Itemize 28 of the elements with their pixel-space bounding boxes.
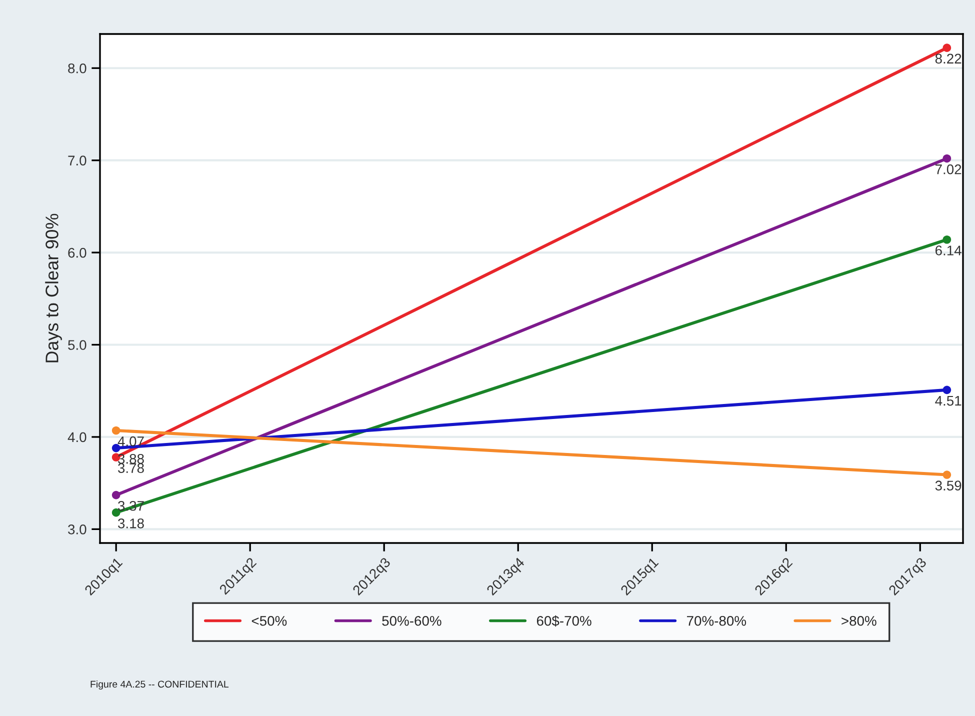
- y-tick-label: 3.0: [68, 524, 86, 534]
- point: [942, 470, 952, 479]
- data-label: 3.18: [118, 518, 144, 528]
- point: [112, 426, 120, 435]
- legend-label: 60$-70%: [536, 615, 592, 627]
- y-tick-label: 7.0: [68, 156, 86, 166]
- point: [112, 490, 120, 500]
- data-label: 7.02: [936, 164, 962, 174]
- data-label: 3.88: [118, 454, 144, 464]
- data-label: 4.07: [118, 436, 144, 446]
- legend-label: <50%: [252, 616, 287, 626]
- data-label: 3.59: [935, 480, 962, 491]
- point: [942, 44, 952, 52]
- caption: Figure 4A.25 -- CONFIDENTIAL: [90, 680, 229, 690]
- legend-label: >80%: [842, 616, 876, 626]
- data-label: 6.14: [936, 246, 962, 256]
- y-tick-label: 5.0: [68, 340, 86, 350]
- point: [942, 386, 952, 394]
- point: [942, 154, 952, 163]
- legend-label: 70%-80%: [686, 616, 746, 626]
- y-tick-label: 6.0: [68, 248, 86, 258]
- y-axis-title: Days to Clear 90%: [45, 214, 62, 362]
- y-tick-label: 4.0: [68, 432, 86, 442]
- legend-label: 50%-60%: [382, 616, 442, 626]
- data-label: 8.22: [935, 54, 962, 64]
- y-tick-label: 8.0: [68, 63, 86, 74]
- point: [942, 235, 952, 244]
- data-label: 4.51: [935, 396, 962, 406]
